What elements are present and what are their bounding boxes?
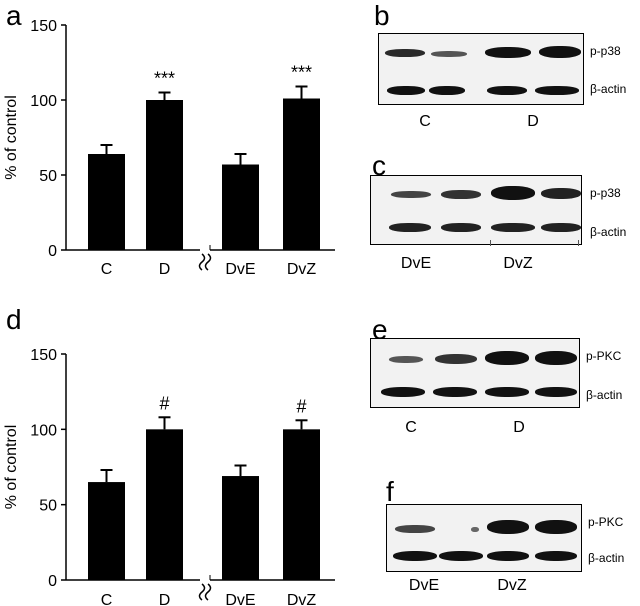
bar (222, 164, 259, 250)
axis-break-mark (204, 253, 212, 271)
significance-annotation: *** (154, 69, 175, 89)
significance-annotation: # (159, 393, 169, 413)
x-category-label: DvZ (287, 592, 317, 606)
protein-label-b: p-p38 (590, 44, 621, 58)
lane-tick (490, 240, 491, 246)
blot-band (387, 86, 425, 95)
axis-break-mark (198, 253, 206, 271)
western-blot-f (386, 504, 582, 572)
y-tick-label: 100 (30, 422, 57, 439)
actin-label-f: β-actin (588, 551, 625, 565)
blot-band (389, 223, 431, 232)
protein-label-e: p-PKC (586, 349, 622, 363)
panel-label-a: a (6, 0, 22, 31)
blot-band (435, 354, 477, 364)
blot-band (541, 188, 581, 199)
blot-band (535, 351, 577, 365)
blot-band (535, 520, 577, 534)
blot-band (441, 190, 481, 199)
lane-label-c-2: DvZ (503, 255, 533, 272)
y-tick-label: 150 (30, 347, 57, 364)
blot-band (431, 51, 467, 57)
panel-label-b: b (374, 0, 390, 31)
y-tick-label: 100 (30, 93, 57, 110)
lane-label-f-2: DvZ (497, 577, 527, 594)
blot-band (381, 387, 425, 397)
western-blot-c (370, 175, 582, 245)
blot-band (487, 520, 529, 534)
blot-band (393, 551, 437, 561)
bar-chart-d: 0 50 100 150 % of control C # D DvE # DvZ (3, 347, 335, 606)
lane-label-e-1: C (405, 419, 417, 436)
lane-label-f-1: DvE (408, 577, 440, 594)
actin-label-e: β-actin (586, 388, 623, 402)
bar (88, 154, 125, 250)
y-tick-label: 50 (39, 168, 57, 185)
panel-label-f: f (386, 476, 394, 507)
bar (283, 429, 320, 580)
bar (146, 100, 183, 250)
y-axis-label: % of control (3, 95, 20, 179)
significance-annotation: # (296, 396, 306, 416)
lane-label-b-1: C (419, 113, 431, 130)
y-tick-label: 50 (39, 498, 57, 515)
y-tick-label: 150 (30, 18, 57, 35)
axis-break-mark (204, 583, 212, 601)
western-blot-b (378, 33, 584, 105)
bar (222, 476, 259, 580)
blot-band (433, 387, 477, 397)
lane-label-b-2: D (527, 113, 539, 130)
y-tick-label: 0 (48, 573, 57, 590)
panel-label-c: c (372, 150, 386, 181)
axis-break-mark (198, 583, 206, 601)
blot-band (485, 47, 531, 58)
blot-band (441, 223, 481, 232)
protein-label-c: p-p38 (590, 186, 621, 200)
actin-label-c: β-actin (590, 225, 627, 239)
blot-band (487, 551, 529, 561)
lane-label-e-2: D (513, 419, 525, 436)
significance-annotation: *** (291, 63, 312, 83)
bar (146, 429, 183, 580)
blot-band (491, 223, 535, 232)
blot-band (485, 387, 529, 397)
panel-label-d: d (6, 304, 22, 335)
western-blot-e (370, 338, 580, 408)
blot-band (395, 525, 435, 533)
blot-band (491, 186, 535, 200)
blot-band (389, 356, 423, 363)
lane-label-c-1: DvE (400, 255, 432, 272)
blot-band (487, 86, 527, 95)
blot-band (439, 551, 483, 561)
actin-label-b: β-actin (590, 82, 627, 96)
blot-band (391, 191, 431, 198)
y-axis-label: % of control (3, 425, 20, 509)
blot-band (485, 351, 529, 365)
x-category-label: DvE (225, 261, 255, 278)
blot-band (385, 49, 425, 57)
blot-band (539, 46, 581, 58)
x-category-label: C (101, 592, 113, 606)
blot-band (535, 551, 577, 561)
blot-band (535, 387, 577, 397)
lane-tick (578, 240, 579, 246)
blot-band (429, 86, 465, 95)
blot-band (541, 223, 581, 232)
x-category-label: DvE (225, 592, 255, 606)
blot-band (471, 527, 479, 532)
x-category-label: C (101, 261, 113, 278)
bar (283, 98, 320, 250)
bar-chart-a: 0 50 100 150 % of control C *** D DvE *** DvZ (3, 18, 335, 278)
y-tick-label: 0 (48, 243, 57, 260)
protein-label-f: p-PKC (588, 515, 624, 529)
bar (88, 482, 125, 580)
x-category-label: D (159, 261, 171, 278)
panel-label-e: e (372, 314, 388, 345)
blot-band (535, 86, 579, 95)
x-category-label: D (159, 592, 171, 606)
x-category-label: DvZ (287, 261, 317, 278)
